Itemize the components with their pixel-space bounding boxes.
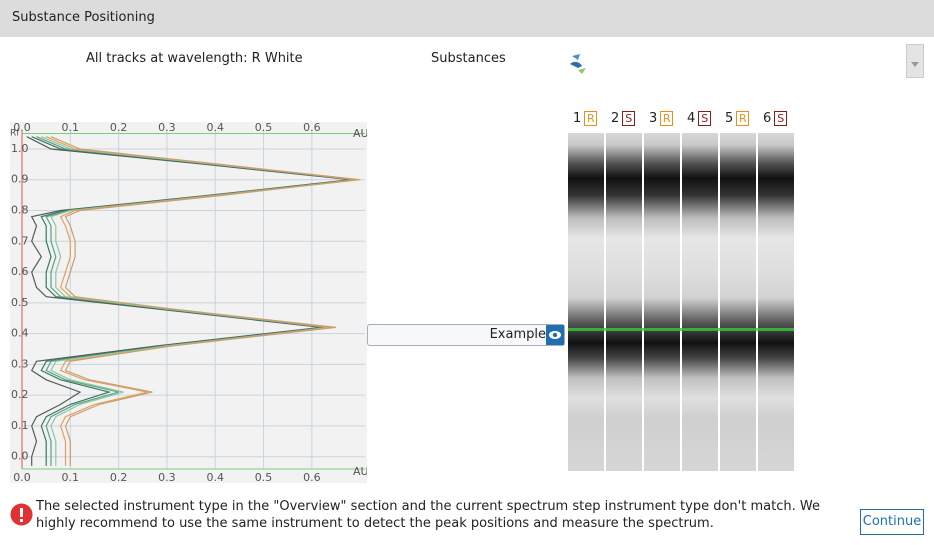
x-tick-label: 0.2 bbox=[110, 471, 128, 483]
trace bbox=[50, 136, 356, 466]
x-tick-label: 0.3 bbox=[158, 122, 176, 134]
continue-button[interactable]: Continue bbox=[860, 509, 924, 535]
track-type: S bbox=[698, 111, 712, 126]
x-tick-label: 0.6 bbox=[303, 471, 321, 483]
y-tick-label: 0.5 bbox=[11, 296, 29, 309]
x-tick-label: 0.1 bbox=[62, 122, 80, 134]
x-tick-label: 0.2 bbox=[110, 122, 128, 134]
y-tick-label: 0.8 bbox=[11, 204, 29, 217]
substance-field[interactable]: Example bbox=[367, 324, 565, 346]
x-tick-label: 0.0 bbox=[13, 122, 31, 134]
x-tick-label: 0.5 bbox=[255, 122, 273, 134]
eye-icon[interactable] bbox=[546, 325, 564, 345]
x-tick-label: 0.0 bbox=[13, 471, 31, 483]
track-type: R bbox=[736, 111, 750, 126]
x-axis-label: AU bbox=[353, 127, 367, 140]
wavelength-label: All tracks at wavelength: R White bbox=[86, 51, 303, 66]
track-number: 5 bbox=[725, 111, 734, 126]
track-number: 4 bbox=[687, 111, 696, 126]
track-lane bbox=[682, 133, 718, 471]
x-axis-label: AU bbox=[353, 465, 367, 478]
y-tick-label: 0.1 bbox=[11, 419, 29, 432]
y-tick-label: 0.4 bbox=[11, 327, 29, 340]
track-lane bbox=[568, 133, 604, 471]
y-tick-label: 1.0 bbox=[11, 142, 29, 155]
x-tick-label: 0.4 bbox=[206, 471, 224, 483]
track-lane bbox=[644, 133, 680, 471]
track-type: S bbox=[774, 111, 788, 126]
y-axis-label: Rf bbox=[10, 129, 20, 139]
warning-icon bbox=[10, 503, 33, 526]
track-number: 1 bbox=[573, 111, 582, 126]
y-tick-label: 0.9 bbox=[11, 173, 29, 186]
x-tick-label: 0.6 bbox=[303, 122, 321, 134]
substance-line bbox=[568, 328, 794, 331]
x-tick-label: 0.1 bbox=[62, 471, 80, 483]
y-tick-label: 0.3 bbox=[11, 357, 29, 370]
x-tick-label: 0.4 bbox=[206, 122, 224, 134]
y-tick-label: 0.7 bbox=[11, 234, 29, 247]
header: Substance Positioning bbox=[0, 0, 934, 37]
warning-message: The selected instrument type in the "Ove… bbox=[36, 499, 820, 531]
x-tick-label: 0.3 bbox=[158, 471, 176, 483]
track-type: R bbox=[584, 111, 598, 126]
y-tick-label: 0.0 bbox=[11, 450, 29, 463]
densitogram: 0.0 0.0 0.1 0.1 0.2 0.2 0.3 0.3 0.4 0.4 0.5 0.5 0.6 0… bbox=[10, 122, 367, 483]
track-number: 2 bbox=[611, 111, 620, 126]
substances-icon[interactable] bbox=[568, 52, 590, 78]
substance-name: Example bbox=[489, 327, 546, 342]
track-type: R bbox=[660, 111, 674, 126]
title: Substance Positioning bbox=[12, 10, 155, 25]
track-type: S bbox=[622, 111, 636, 126]
y-tick-label: 0.6 bbox=[11, 265, 29, 278]
substances-label: Substances bbox=[431, 51, 506, 66]
track-lane bbox=[720, 133, 756, 471]
track-lane bbox=[606, 133, 642, 471]
y-tick-label: 0.2 bbox=[11, 388, 29, 401]
track-number: 6 bbox=[763, 111, 772, 126]
x-tick-label: 0.5 bbox=[255, 471, 273, 483]
track-lane bbox=[758, 133, 794, 471]
track-number: 3 bbox=[649, 111, 658, 126]
scroll-button[interactable] bbox=[906, 44, 924, 78]
